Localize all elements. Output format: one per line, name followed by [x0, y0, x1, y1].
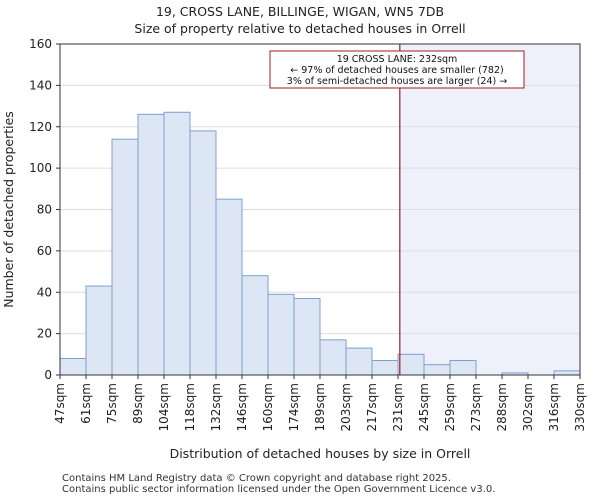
x-tick-label: 47sqm: [53, 383, 67, 424]
y-tick-label: 80: [37, 203, 52, 217]
title-line-2: Size of property relative to detached ho…: [134, 21, 466, 36]
x-tick-label: 132sqm: [209, 383, 223, 431]
y-tick-label: 160: [29, 37, 52, 51]
x-tick-label: 89sqm: [131, 383, 145, 424]
x-tick-label: 160sqm: [261, 383, 275, 431]
annotation-box: [269, 50, 525, 89]
annotation-line-3: 3% of semi-detached houses are larger (2…: [287, 76, 507, 87]
x-tick-label: 330sqm: [573, 383, 587, 431]
bar: [293, 297, 321, 376]
footer-line-2: Contains public sector information licen…: [62, 484, 496, 495]
bar: [449, 360, 477, 376]
x-tick-label: 245sqm: [417, 383, 431, 431]
x-tick-label: 316sqm: [547, 383, 561, 431]
y-tick-label: 100: [29, 161, 52, 175]
x-tick-label: 174sqm: [287, 383, 301, 431]
title-line-1: 19, CROSS LANE, BILLINGE, WIGAN, WN5 7DB: [155, 4, 445, 19]
bar: [267, 293, 295, 376]
bar: [319, 339, 347, 376]
x-tick-label: 273sqm: [469, 383, 483, 431]
x-tick-label: 259sqm: [443, 383, 457, 431]
x-tick-label: 146sqm: [235, 383, 249, 431]
x-tick-label: 118sqm: [183, 383, 197, 431]
annotation-line-2: ← 97% of detached houses are smaller (78…: [290, 65, 503, 76]
footer-line-1: Contains HM Land Registry data © Crown c…: [62, 473, 451, 484]
bar: [423, 364, 451, 376]
bar: [137, 113, 165, 376]
chart-title: 19, CROSS LANE, BILLINGE, WIGAN, WN5 7DB…: [0, 3, 600, 37]
bar: [189, 130, 217, 376]
attribution-footer: Contains HM Land Registry data © Crown c…: [62, 473, 495, 495]
y-tick-label: 40: [37, 285, 52, 299]
bar: [111, 138, 139, 376]
x-tick-label: 189sqm: [313, 383, 327, 431]
y-tick-label: 140: [29, 78, 52, 92]
bar: [553, 370, 581, 376]
bar: [163, 111, 191, 376]
x-tick-label: 75sqm: [105, 383, 119, 424]
x-tick-label: 288sqm: [495, 383, 509, 431]
y-axis-title: Number of detached properties: [1, 111, 16, 308]
y-tick-label: 120: [29, 120, 52, 134]
bar: [397, 353, 425, 376]
x-tick-label: 217sqm: [365, 383, 379, 431]
x-tick-label: 61sqm: [79, 383, 93, 424]
annotation-line-1: 19 CROSS LANE: 232sqm: [337, 54, 458, 65]
bar: [85, 285, 113, 376]
y-tick-label: 20: [37, 327, 52, 341]
bar: [241, 275, 269, 376]
x-tick-label: 203sqm: [339, 383, 353, 431]
bar: [59, 357, 87, 376]
x-axis-title: Distribution of detached houses by size …: [170, 446, 471, 461]
y-tick-label: 0: [44, 368, 52, 382]
x-tick-label: 231sqm: [391, 383, 405, 431]
bar: [215, 198, 243, 376]
x-tick-label: 104sqm: [157, 383, 171, 431]
y-tick-label: 60: [37, 244, 52, 258]
x-tick-label: 302sqm: [521, 383, 535, 431]
bar: [345, 347, 373, 376]
bar: [371, 360, 399, 376]
